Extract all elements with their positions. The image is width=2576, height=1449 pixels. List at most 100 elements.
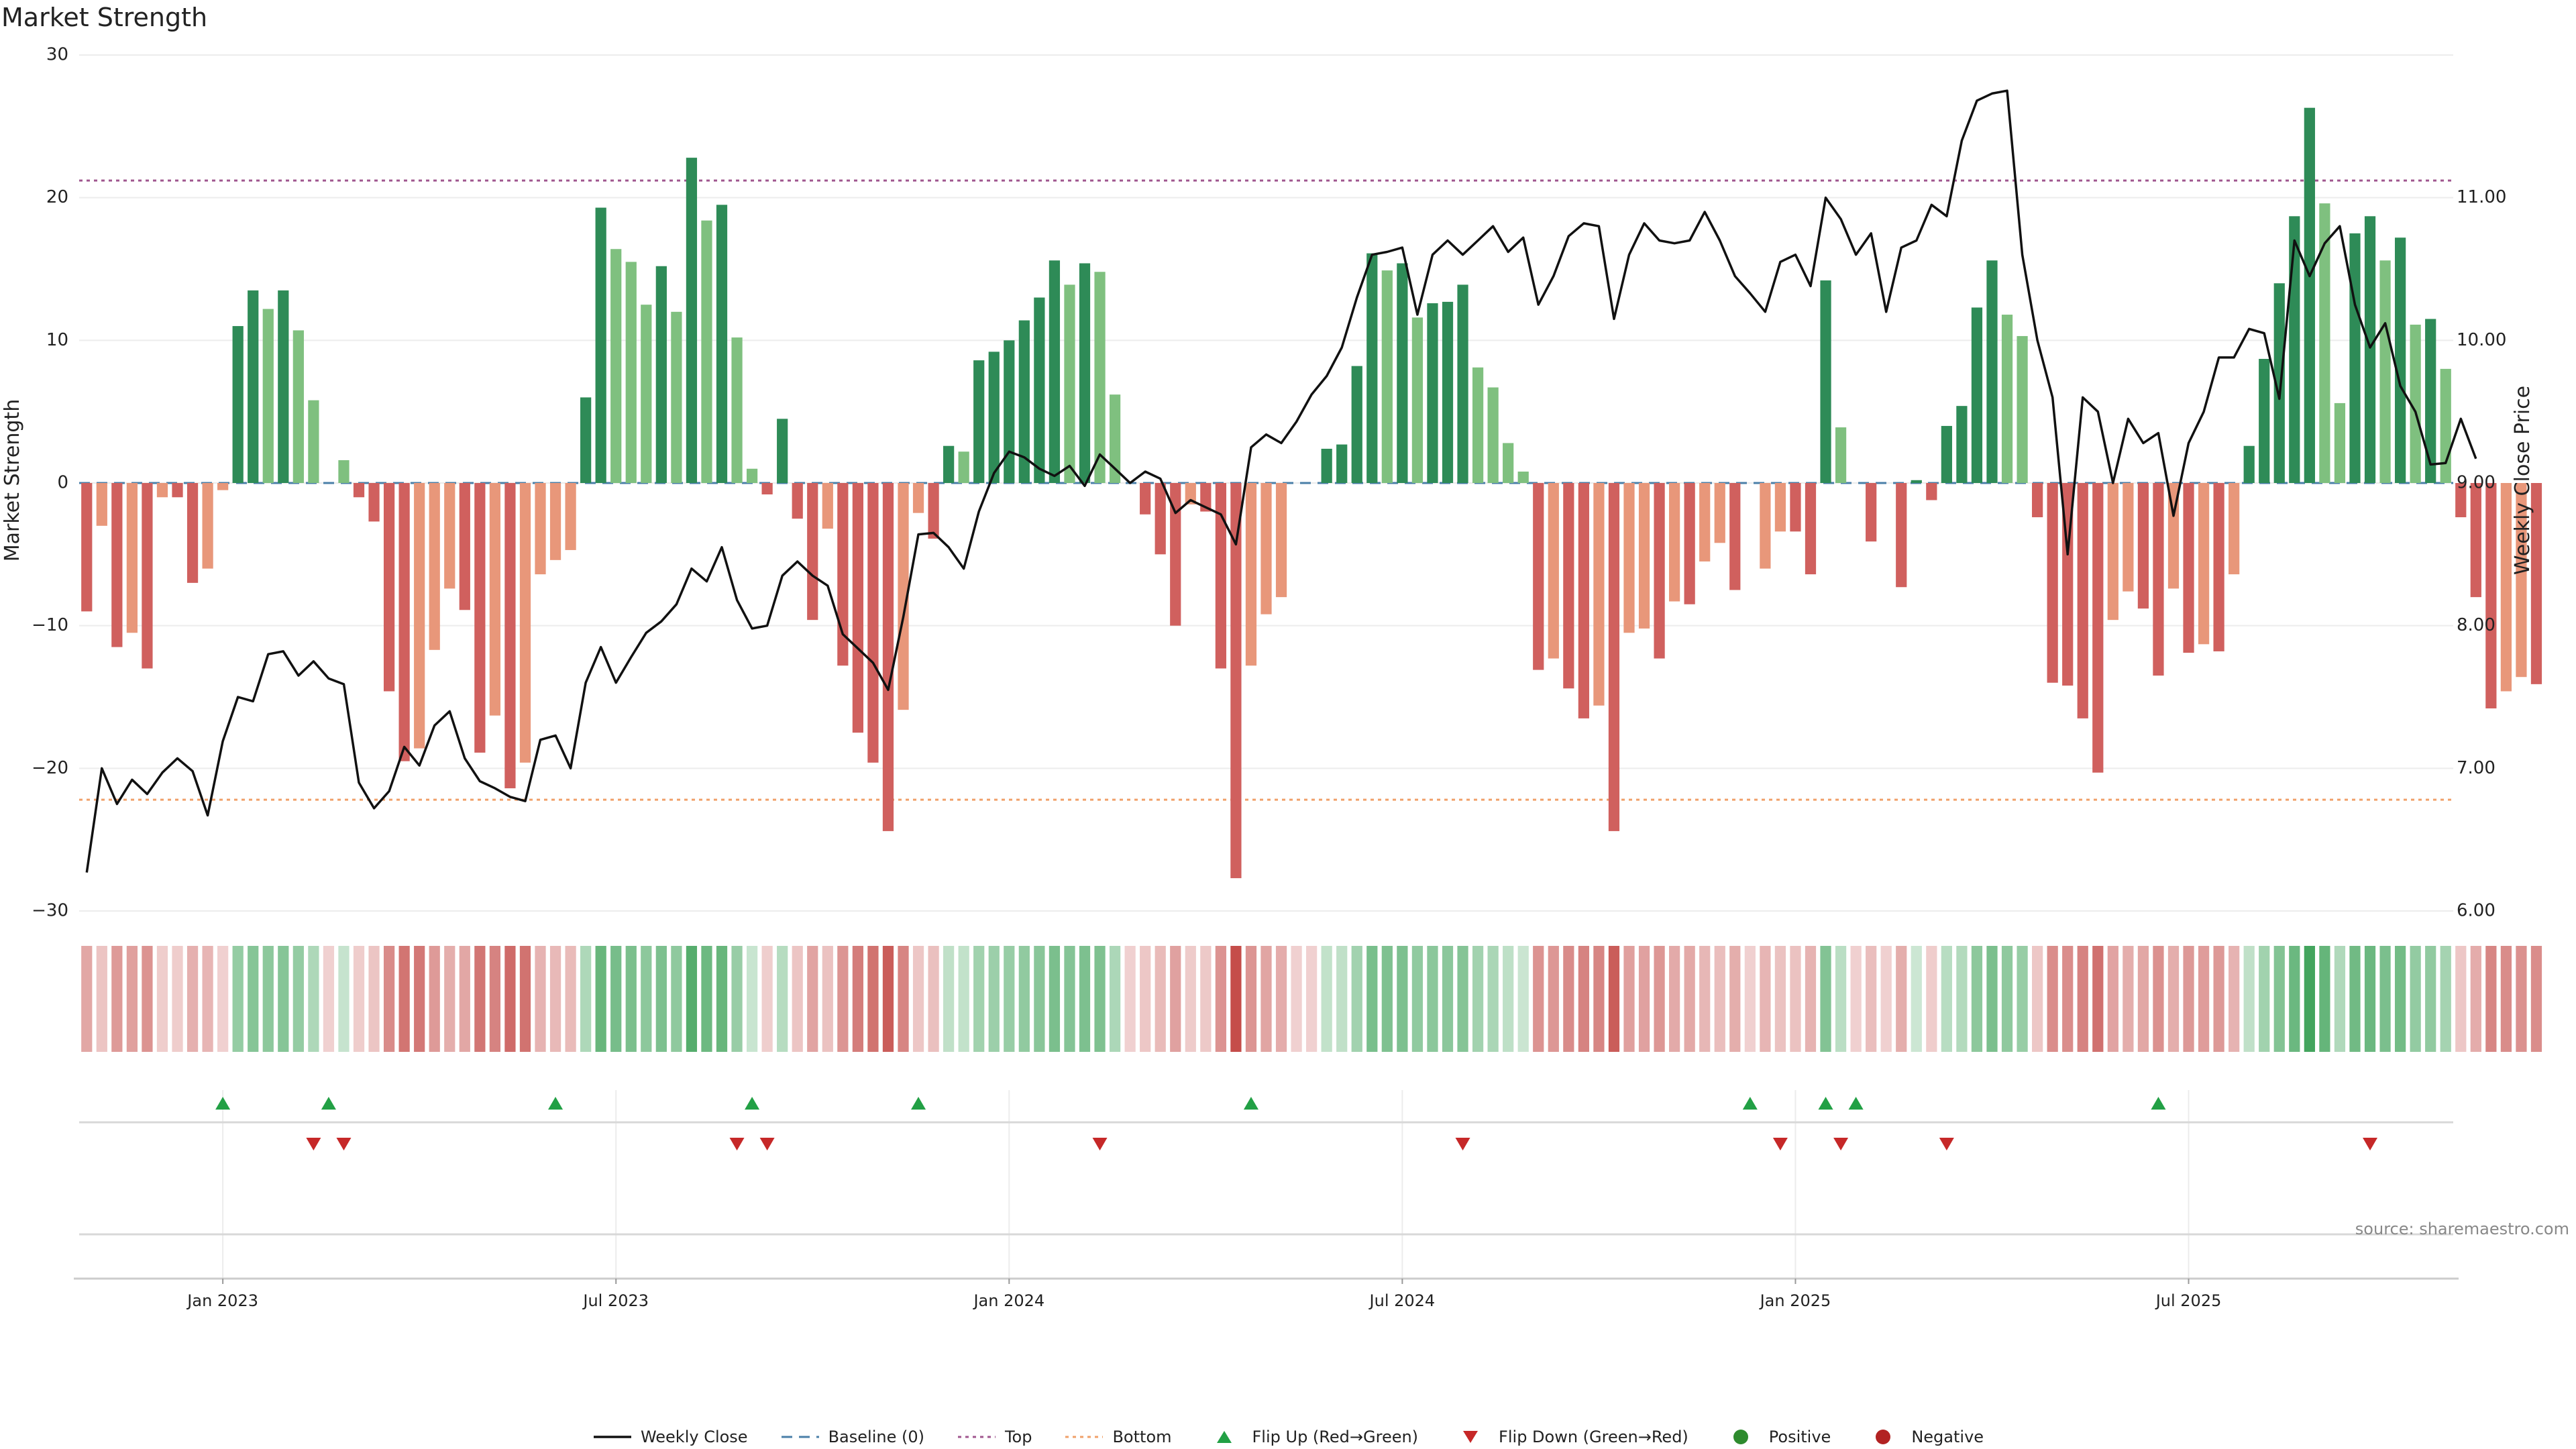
baseline-legend-swatch: [781, 1436, 819, 1438]
source-note: source: sharemaestro.com: [2355, 1220, 2569, 1238]
strength-bar-positive: [1442, 301, 1454, 483]
strength-bar-negative: [792, 483, 803, 519]
strength-bar-positive: [641, 305, 652, 483]
strength-bar-negative: [852, 483, 863, 733]
flip-down-swatch: [1463, 1431, 1479, 1443]
strength-bar-negative: [2500, 483, 2512, 692]
x-tick-label: Jan 2025: [1759, 1291, 1831, 1310]
heat-cell: [1774, 946, 1786, 1052]
heat-cell: [716, 946, 728, 1052]
strength-bar-negative: [414, 483, 425, 749]
heat-cell: [1729, 946, 1741, 1052]
strength-bar-negative: [1760, 483, 1771, 569]
heat-cell: [1866, 946, 1877, 1052]
strength-bar-negative: [1140, 483, 1151, 515]
strength-bar-positive: [655, 266, 667, 483]
strength-bar-negative: [2530, 483, 2542, 684]
heat-cell: [2516, 946, 2527, 1052]
strength-bar-negative: [217, 483, 229, 490]
heat-cell: [2410, 946, 2421, 1052]
y-tick-label: −20: [32, 758, 68, 778]
strength-bar-positive: [2394, 237, 2406, 483]
heat-cell: [2001, 946, 2013, 1052]
heat-cell: [1623, 946, 1635, 1052]
strength-bar-positive: [1336, 444, 1348, 483]
heat-cell: [2394, 946, 2406, 1052]
strength-bar-negative: [156, 483, 168, 498]
top-legend-swatch: [957, 1436, 996, 1438]
heat-cell: [1880, 946, 1892, 1052]
heat-cell: [1760, 946, 1771, 1052]
y-tick-label: 20: [46, 187, 68, 207]
heat-cell: [2107, 946, 2118, 1052]
legend: Weekly Close Baseline (0) Top Bottom Flip Up…: [0, 1428, 2576, 1449]
y2-tick-label: 8.00: [2457, 615, 2496, 635]
x-tick-label: Jul 2025: [2155, 1291, 2222, 1310]
strength-bar-positive: [1366, 253, 1378, 483]
strength-bar-negative: [1593, 483, 1605, 706]
heat-cell: [1336, 946, 1348, 1052]
strength-bar-negative: [2092, 483, 2104, 773]
heat-cell: [1245, 946, 1257, 1052]
strength-bar-positive: [2349, 233, 2361, 483]
strength-bar-negative: [1654, 483, 1665, 659]
heat-cell: [1004, 946, 1015, 1052]
heat-cell: [1018, 946, 1030, 1052]
strength-bar-negative: [912, 483, 924, 513]
legend-label: Flip Up (Red→Green): [1252, 1428, 1419, 1446]
strength-bar-negative: [2031, 483, 2043, 518]
strength-bar-negative: [807, 483, 818, 621]
strength-bar-positive: [943, 445, 955, 483]
strength-heat-strip: [81, 946, 2542, 1052]
strength-bar-negative: [1774, 483, 1786, 532]
strength-bar-negative: [1896, 483, 1907, 588]
heat-cell: [1790, 946, 1801, 1052]
y-tick-label: −10: [32, 615, 68, 635]
heat-cell: [2243, 946, 2255, 1052]
heat-cell: [777, 946, 788, 1052]
flip-up-marker: [1848, 1097, 1864, 1110]
heat-cell: [1230, 946, 1242, 1052]
heat-cell: [2062, 946, 2074, 1052]
heat-cell: [1306, 946, 1318, 1052]
heat-cell: [1170, 946, 1181, 1052]
heat-cell: [1200, 946, 1212, 1052]
strength-bar-negative: [1533, 483, 1544, 670]
heat-cell: [580, 946, 592, 1052]
heat-cell: [1744, 946, 1756, 1052]
flip-down-marker: [336, 1138, 352, 1150]
strength-bar-positive: [1079, 263, 1091, 483]
heat-cell: [2289, 946, 2300, 1052]
heat-cell: [746, 946, 758, 1052]
heat-cell: [1654, 946, 1665, 1052]
heat-cell: [1896, 946, 1907, 1052]
flip-up-marker: [215, 1097, 231, 1110]
strength-bar-negative: [1866, 483, 1877, 542]
y-tick-label: 10: [46, 330, 68, 350]
strength-bar-negative: [1805, 483, 1817, 575]
strength-bar-positive: [1517, 471, 1529, 483]
heat-cell: [519, 946, 531, 1052]
heat-cell: [1155, 946, 1166, 1052]
strength-bar-positive: [292, 330, 304, 483]
heat-cell: [1941, 946, 1952, 1052]
heat-cell: [1684, 946, 1695, 1052]
flip_up-legend-swatch: [1216, 1431, 1232, 1443]
flip-down-marker: [1833, 1138, 1849, 1150]
legend-label: Positive: [1768, 1428, 1831, 1446]
heat-cell: [156, 946, 168, 1052]
flip-up-marker: [911, 1097, 926, 1110]
heat-cell: [2273, 946, 2285, 1052]
flip-up-marker: [1818, 1097, 1833, 1110]
heat-cell: [1563, 946, 1574, 1052]
heat-cell: [142, 946, 153, 1052]
heat-cell: [1079, 946, 1091, 1052]
strength-bar-negative: [2455, 483, 2467, 518]
strength-bar-positive: [1018, 320, 1030, 483]
y2-tick-label: 7.00: [2457, 758, 2496, 778]
heat-cell: [414, 946, 425, 1052]
strength-bar-positive: [701, 220, 712, 483]
strength-bar-negative: [535, 483, 546, 575]
strength-bar-negative: [1714, 483, 1725, 543]
strength-bar-positive: [1487, 387, 1499, 483]
